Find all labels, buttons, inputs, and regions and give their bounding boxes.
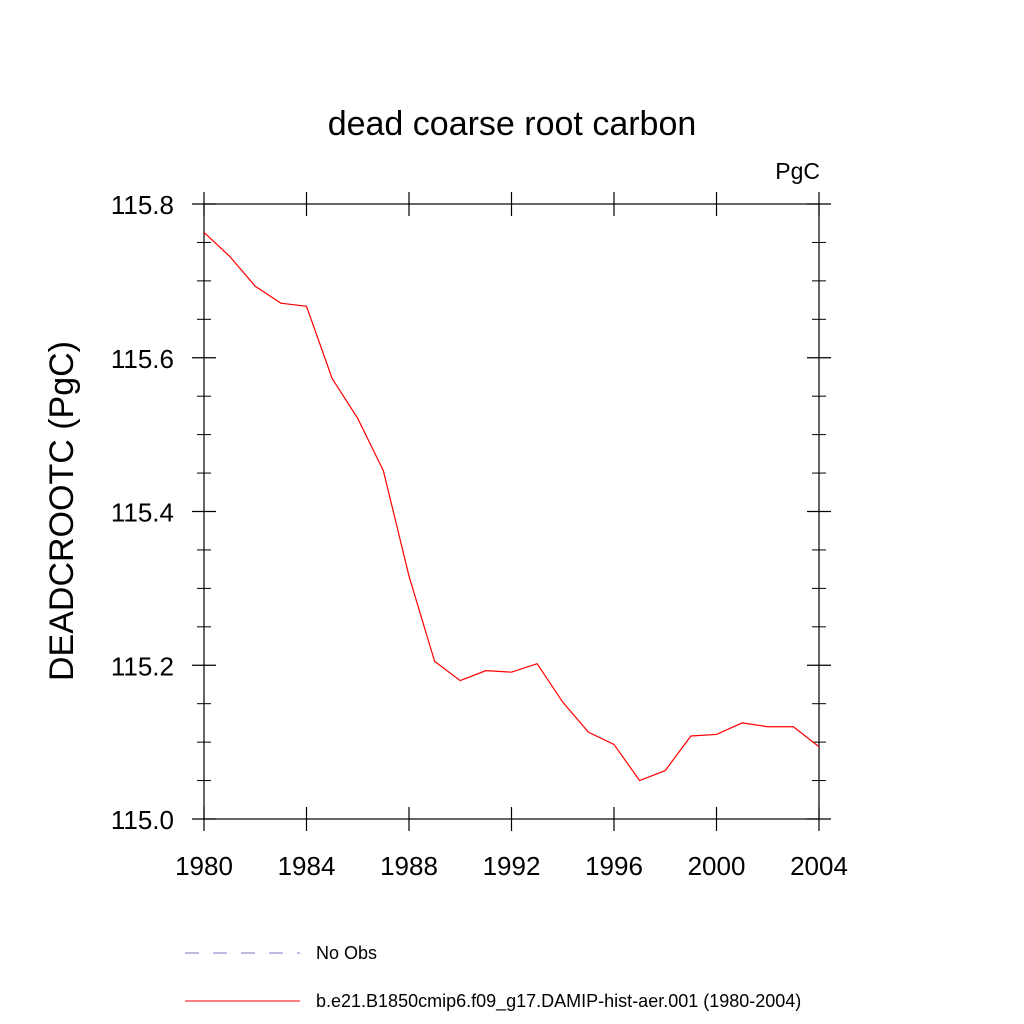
plot-frame <box>203 203 820 820</box>
series-line-1 <box>203 232 820 782</box>
legend-label-1: b.e21.B1850cmip6.f09_g17.DAMIP-hist-aer.… <box>316 991 801 1012</box>
legend: No Obs b.e21.B1850cmip6.f09_g17.DAMIP-his… <box>185 943 801 1012</box>
x-tick-label: 1988 <box>380 851 438 881</box>
y-tick-label: 115.4 <box>111 498 174 528</box>
units-label: PgC <box>775 158 820 184</box>
x-tick-label: 1996 <box>585 851 643 881</box>
legend-label-0: No Obs <box>316 943 377 963</box>
axis-tick-labels: 1980 1984 1988 1992 1996 2000 2004 115.0 115.2 11… <box>111 190 848 881</box>
y-tick-label: 115.6 <box>111 344 174 374</box>
y-tick-label: 115.2 <box>111 651 174 681</box>
y-tick-label: 115.8 <box>111 190 174 220</box>
x-tick-label: 2004 <box>790 851 848 881</box>
x-tick-label: 1980 <box>175 851 233 881</box>
chart-title: dead coarse root carbon <box>328 105 697 143</box>
x-tick-label: 1992 <box>483 851 541 881</box>
series-layer <box>203 232 820 782</box>
x-tick-label: 1984 <box>278 851 336 881</box>
axis-ticks <box>192 192 831 831</box>
x-tick-label: 2000 <box>688 851 746 881</box>
y-tick-label: 115.0 <box>111 805 174 835</box>
y-axis-label: DEADCROOTC (PgC) <box>43 341 81 681</box>
